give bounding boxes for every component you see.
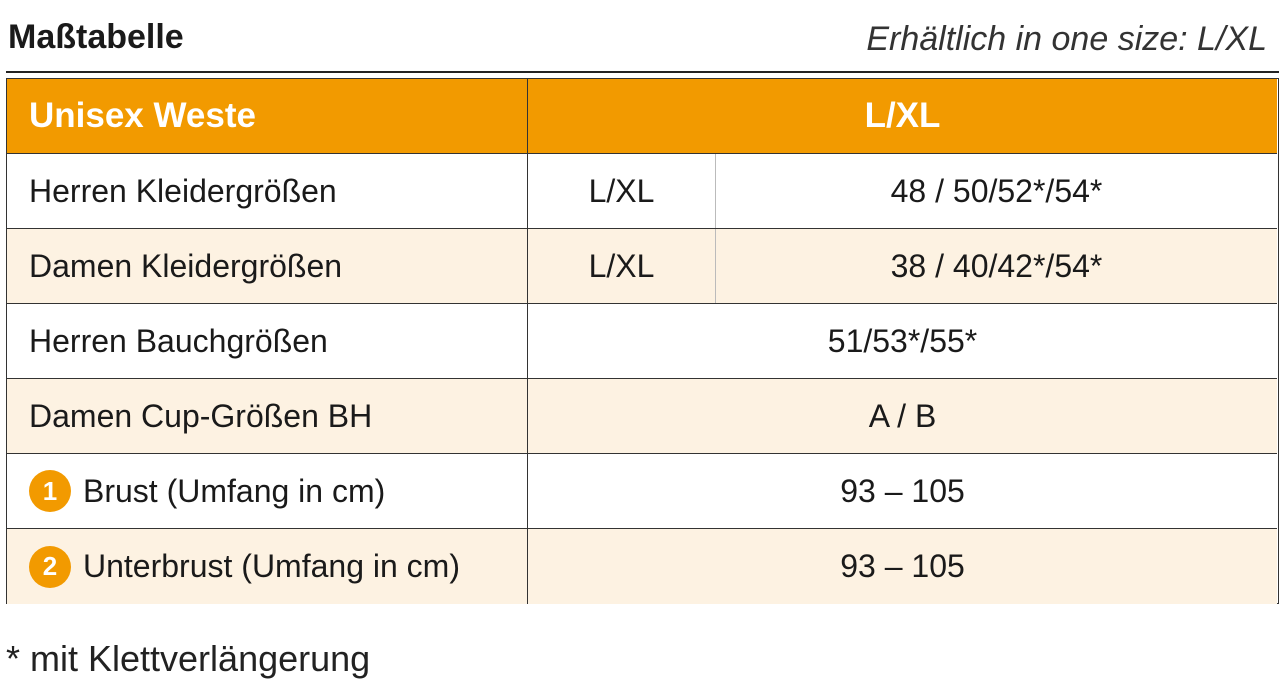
value-cell: 51/53*/55*	[827, 322, 978, 359]
title: Maßtabelle	[8, 18, 184, 56]
value-cell: 93 – 105	[840, 472, 965, 509]
row-label: Herren Bauchgrößen	[7, 304, 528, 378]
row-label: 2 Unterbrust (Umfang in cm)	[7, 529, 528, 604]
number-badge: 2	[29, 545, 71, 588]
header-cell: L/XL	[528, 79, 1277, 154]
row-label: Damen Kleidergrößen	[7, 229, 528, 303]
row-label: Herren Kleidergrößen	[7, 154, 528, 228]
value-cell: 93 – 105	[840, 548, 965, 584]
table-row: Damen Cup-Größen BH A / B	[7, 379, 1277, 454]
table-row: Herren Bauchgrößen 51/53*/55*	[7, 304, 1277, 379]
label-text: Brust (Umfang in cm)	[83, 472, 386, 509]
label-text: Unterbrust (Umfang in cm)	[83, 548, 460, 584]
label-text: Damen Kleidergrößen	[29, 247, 343, 284]
value-cell: 48 / 50/52*/54*	[890, 172, 1103, 209]
row-label: Damen Cup-Größen BH	[7, 379, 528, 453]
value-cell: 38 / 40/42*/54*	[890, 247, 1103, 284]
label-text: Damen Cup-Größen BH	[29, 397, 373, 434]
header-cell: Unisex Weste	[7, 79, 528, 154]
footnote: * mit Klettverlängerung	[6, 638, 371, 679]
table-row: Herren Kleidergrößen L/XL 48 / 50/52*/54*	[7, 154, 1277, 229]
value-cell: A / B	[868, 397, 937, 434]
size-table: Unisex Weste L/XL Herren Kleidergrößen L/XL…	[6, 78, 1279, 604]
table-row: 1 Brust (Umfang in cm) 93 – 105	[7, 454, 1277, 529]
number-badge: 1	[29, 470, 71, 512]
table-row: Damen Kleidergrößen L/XL 38 / 40/42*/54*	[7, 229, 1277, 304]
size-cell: L/XL	[528, 154, 716, 228]
subtitle: Erhältlich in one size: L/XL	[866, 20, 1267, 58]
label-text: Herren Kleidergrößen	[29, 172, 337, 209]
row-label: 1 Brust (Umfang in cm)	[7, 454, 528, 528]
size-cell: L/XL	[528, 229, 716, 303]
table-row: 2 Unterbrust (Umfang in cm) 93 – 105	[7, 529, 1277, 604]
label-text: Herren Bauchgrößen	[29, 322, 328, 359]
rule	[6, 71, 1279, 73]
